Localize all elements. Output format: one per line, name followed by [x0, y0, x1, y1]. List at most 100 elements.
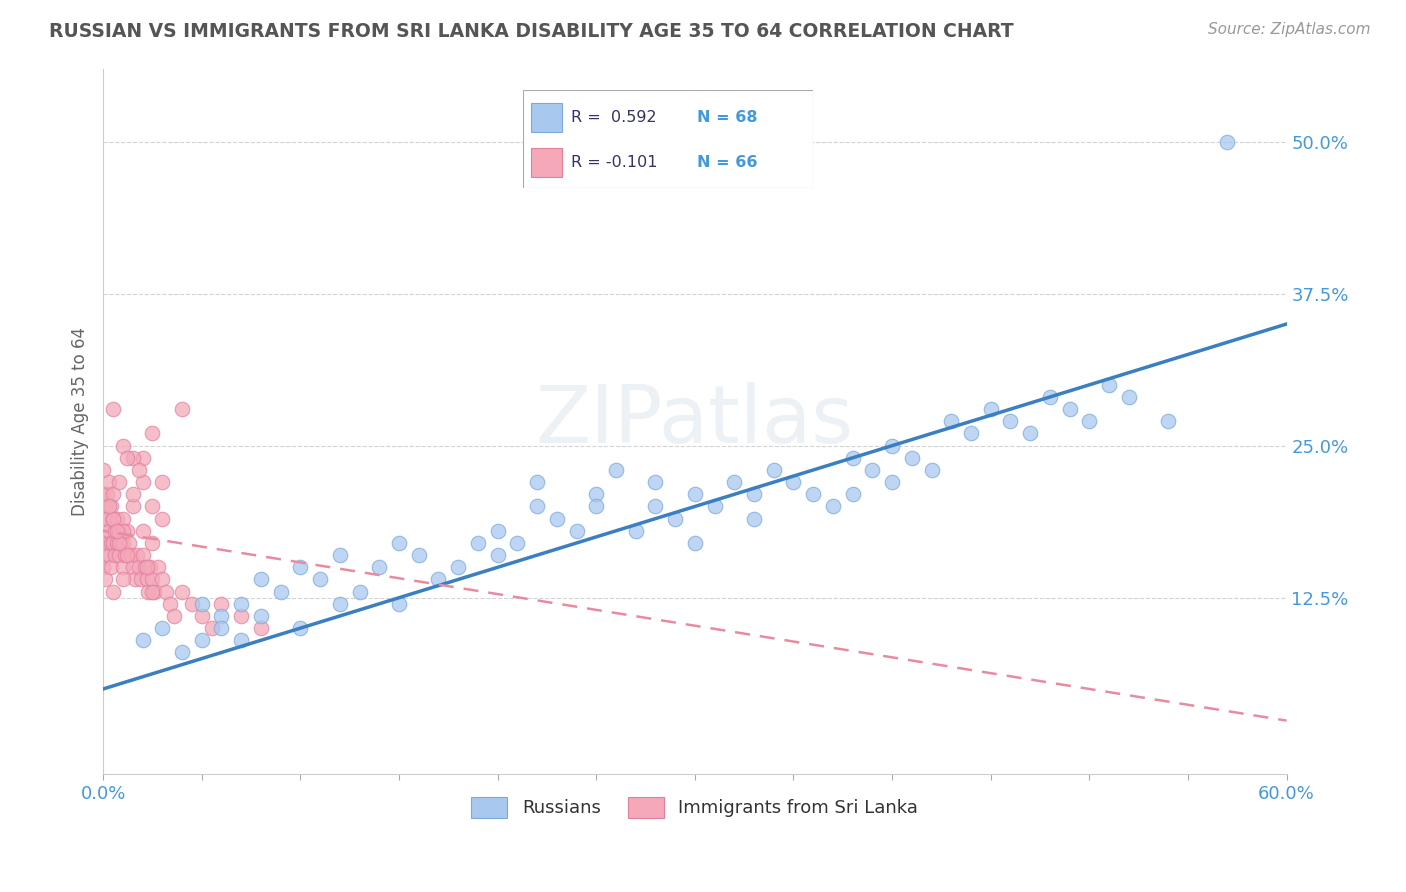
Point	[231, 609, 253, 624]
Point	[94, 524, 117, 538]
Point	[96, 536, 118, 550]
Point	[880, 475, 903, 490]
Point	[104, 548, 127, 562]
Point	[250, 573, 273, 587]
Point	[506, 536, 529, 550]
Point	[141, 500, 163, 514]
Point	[150, 511, 173, 525]
Y-axis label: Disability Age 35 to 64: Disability Age 35 to 64	[72, 326, 89, 516]
Point	[1059, 402, 1081, 417]
Point	[329, 548, 352, 562]
Point	[141, 584, 163, 599]
Text: ZIPatlas: ZIPatlas	[536, 383, 853, 460]
Point	[101, 536, 124, 550]
Point	[1078, 414, 1101, 428]
Point	[98, 500, 121, 514]
Point	[231, 633, 253, 648]
Point	[368, 560, 391, 574]
Point	[841, 487, 863, 501]
Point	[190, 597, 212, 611]
Point	[290, 621, 312, 635]
Point	[111, 524, 134, 538]
Point	[526, 500, 548, 514]
Point	[585, 500, 607, 514]
Point	[447, 560, 470, 574]
Point	[128, 560, 150, 574]
Point	[111, 560, 134, 574]
Point	[270, 584, 292, 599]
Point	[150, 475, 173, 490]
Point	[91, 487, 114, 501]
Point	[723, 475, 745, 490]
Point	[94, 573, 117, 587]
Point	[170, 584, 193, 599]
Point	[131, 524, 153, 538]
Point	[135, 573, 157, 587]
Point	[762, 463, 785, 477]
Point	[110, 536, 132, 550]
Point	[388, 536, 411, 550]
Point	[742, 511, 765, 525]
Point	[486, 548, 509, 562]
Point	[921, 463, 943, 477]
Point	[585, 487, 607, 501]
Point	[115, 548, 138, 562]
Point	[101, 584, 124, 599]
Point	[115, 524, 138, 538]
Point	[101, 402, 124, 417]
Point	[120, 548, 142, 562]
Point	[105, 511, 128, 525]
Point	[108, 548, 131, 562]
Point	[131, 450, 153, 465]
Point	[1000, 414, 1022, 428]
Point	[801, 487, 824, 501]
Point	[94, 548, 117, 562]
Point	[101, 511, 124, 525]
Point	[111, 536, 134, 550]
Point	[118, 536, 141, 550]
Legend: Russians, Immigrants from Sri Lanka: Russians, Immigrants from Sri Lanka	[464, 789, 925, 825]
Point	[211, 597, 233, 611]
Point	[108, 524, 131, 538]
Point	[139, 560, 162, 574]
Point	[565, 524, 588, 538]
Point	[96, 487, 118, 501]
Point	[100, 536, 122, 550]
Point	[349, 584, 371, 599]
Point	[180, 597, 202, 611]
Point	[94, 500, 117, 514]
Point	[135, 560, 157, 574]
Point	[105, 524, 128, 538]
Point	[101, 487, 124, 501]
Point	[98, 524, 121, 538]
Point	[1019, 426, 1042, 441]
Point	[388, 597, 411, 611]
Point	[624, 524, 647, 538]
Point	[141, 426, 163, 441]
Point	[644, 475, 666, 490]
Point	[134, 560, 156, 574]
Point	[91, 511, 114, 525]
Point	[683, 487, 706, 501]
Point	[114, 548, 136, 562]
Point	[138, 584, 160, 599]
Point	[211, 609, 233, 624]
Point	[100, 560, 122, 574]
Point	[129, 573, 152, 587]
Point	[121, 487, 143, 501]
Point	[108, 475, 131, 490]
Point	[121, 450, 143, 465]
Point	[91, 560, 114, 574]
Point	[901, 450, 924, 465]
Point	[605, 463, 627, 477]
Point	[486, 524, 509, 538]
Point	[526, 475, 548, 490]
Point	[115, 450, 138, 465]
Point	[111, 573, 134, 587]
Point	[427, 573, 450, 587]
Point	[91, 536, 114, 550]
Point	[250, 609, 273, 624]
Point	[105, 536, 128, 550]
Point	[111, 511, 134, 525]
Point	[125, 548, 148, 562]
